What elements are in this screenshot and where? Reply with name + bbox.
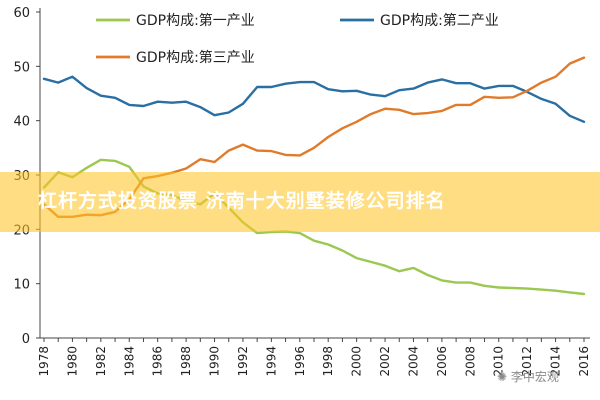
x-tick-label: 2000: [350, 346, 364, 377]
x-tick-label: 2002: [378, 346, 392, 377]
watermark-logo-icon: ✺: [497, 370, 511, 384]
title-banner: [0, 172, 600, 232]
legend-label: GDP构成:第三产业: [136, 49, 255, 66]
x-tick-label: 1984: [122, 346, 136, 377]
legend: GDP构成:第一产业 GDP构成:第二产业 GDP构成:第三产业: [96, 12, 499, 66]
x-tick-label: 2006: [435, 346, 449, 377]
x-tick-label: 1992: [236, 346, 250, 377]
x-tick-label: 1996: [293, 346, 307, 377]
y-tick-label: 60: [13, 6, 30, 21]
x-tick-label: 2012: [520, 346, 534, 377]
x-tick-label: 1982: [94, 346, 108, 377]
x-tick-label: 1990: [208, 346, 222, 377]
y-tick-label: 40: [13, 115, 30, 130]
x-tick-label: 1988: [179, 346, 193, 377]
x-tick-label: 2010: [492, 346, 506, 377]
x-tick-label: 1980: [65, 346, 79, 377]
y-tick-label: 50: [13, 60, 30, 75]
watermark: ✺ 李中宏观: [497, 368, 559, 385]
x-tick-label: 1998: [321, 346, 335, 377]
x-tick-label: 2016: [577, 346, 591, 377]
x-tick-label: 2014: [549, 346, 563, 377]
legend-label: GDP构成:第二产业: [380, 12, 499, 29]
legend-label: GDP构成:第一产业: [136, 12, 255, 29]
x-tick-label: 1986: [151, 346, 165, 377]
y-tick-label: 0: [22, 332, 30, 347]
x-tick-label: 2004: [406, 346, 420, 377]
series-line-2: [42, 75, 586, 124]
x-tick-label: 1978: [37, 346, 51, 377]
banner-title: 杠杆方式投资股票 济南十大别墅装修公司排名: [38, 190, 446, 212]
watermark-text: 李中宏观: [510, 370, 559, 384]
x-tick-label: 1994: [264, 346, 278, 377]
x-tick-label: 2008: [463, 346, 477, 377]
x-axis: 1978 1980 1982 1984 1986 1988 1990 1992 1994 1996…: [37, 337, 591, 377]
y-tick-label: 10: [13, 278, 30, 293]
